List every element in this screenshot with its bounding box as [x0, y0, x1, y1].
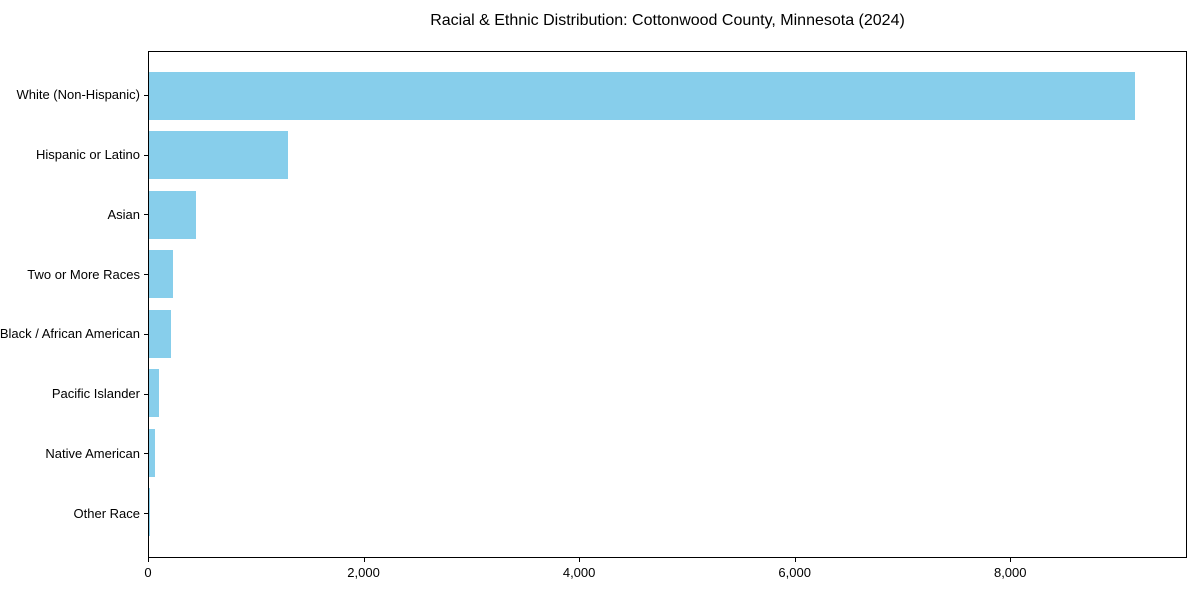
y-label-row: Hispanic or Latino	[0, 125, 148, 185]
chart-row	[149, 304, 1186, 364]
y-axis-labels: White (Non-Hispanic) Hispanic or Latino As…	[0, 51, 148, 558]
chart-row	[149, 364, 1186, 424]
y-label-row: Two or More Races	[0, 244, 148, 304]
chart-row	[149, 423, 1186, 483]
y-tick-label: Other Race	[73, 505, 140, 521]
bar	[149, 488, 151, 537]
x-tick-label: 2,000	[347, 565, 380, 580]
bar	[149, 369, 160, 418]
y-tick-label: Pacific Islander	[51, 386, 140, 402]
y-tick-label: Hispanic or Latino	[35, 147, 140, 163]
y-tick-label: Two or More Races	[27, 266, 140, 282]
bar	[149, 428, 155, 477]
y-tick-label: Native American	[45, 445, 140, 461]
bar	[149, 250, 174, 299]
x-tick-mark	[148, 558, 149, 562]
y-tick-mark	[144, 393, 148, 395]
y-label-row: Black / African American	[0, 304, 148, 364]
chart-row	[149, 185, 1186, 245]
x-tick-mark	[579, 558, 581, 562]
y-tick-mark	[144, 453, 148, 455]
y-tick-mark	[144, 214, 148, 216]
y-label-row: Other Race	[0, 483, 148, 543]
bar	[149, 71, 1136, 120]
y-tick-label: Asian	[107, 206, 140, 222]
bar	[149, 190, 197, 239]
chart-row	[149, 66, 1186, 126]
chart-row	[149, 245, 1186, 305]
y-tick-mark	[144, 94, 148, 96]
y-tick-mark	[144, 274, 148, 276]
chart-title: Racial & Ethnic Distribution: Cottonwood…	[430, 12, 905, 29]
x-tick-label: 0	[144, 565, 152, 580]
x-tick-mark	[794, 558, 796, 562]
y-tick-mark	[144, 154, 148, 156]
x-axis: 0 2,000 4,000 6,000 8,000	[144, 558, 1187, 590]
y-label-row: Asian	[0, 185, 148, 245]
plot-area	[148, 51, 1187, 558]
bars-container	[149, 52, 1186, 557]
y-tick-mark	[144, 513, 148, 515]
y-tick-label: Black / African American	[0, 326, 140, 342]
bar	[149, 309, 171, 358]
chart-row	[149, 126, 1186, 186]
x-tick-label: 4,000	[562, 565, 596, 580]
x-tick-mark	[1010, 558, 1012, 562]
bar	[149, 131, 288, 180]
y-label-row: Pacific Islander	[0, 364, 148, 424]
x-tick-mark	[363, 558, 365, 562]
chart-row	[149, 483, 1186, 543]
y-tick-mark	[144, 333, 148, 335]
y-tick-label: White (Non-Hispanic)	[16, 87, 140, 103]
y-label-row: White (Non-Hispanic)	[0, 65, 148, 125]
y-label-row: Native American	[0, 424, 148, 484]
x-tick-label: 6,000	[778, 565, 811, 580]
x-tick-label: 8,000	[993, 565, 1027, 580]
